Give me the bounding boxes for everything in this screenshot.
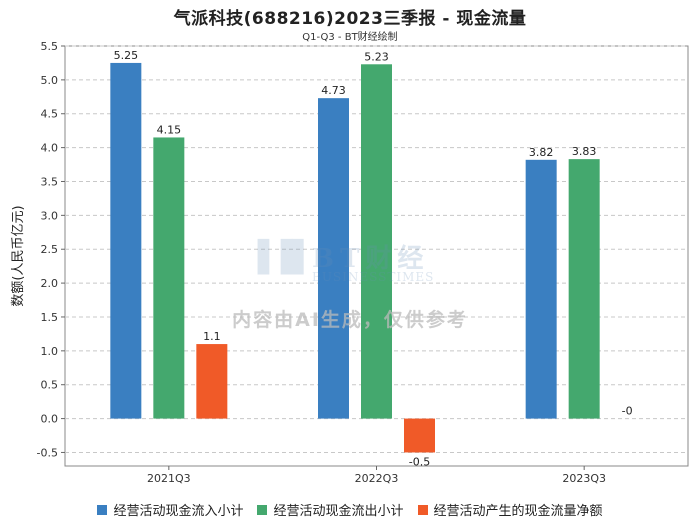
chart-canvas: -0.5 0.0 0.5 1.0 1.5 2.0 2.5 3.0 3.5 4.0 4.5 5.0 5.5… xyxy=(11,40,689,485)
legend-item: 经营活动产生的现金流量净额 xyxy=(417,500,603,519)
legend-item: 经营活动现金流出小计 xyxy=(257,500,404,519)
bar xyxy=(361,64,392,419)
x-tick-label: 2021Q3 xyxy=(147,472,191,485)
legend-swatch xyxy=(257,504,268,515)
y-tick-label: 5.5 xyxy=(41,40,59,53)
bar-value-label: -0.5 xyxy=(409,455,430,468)
chart-subtitle: Q1-Q3 - BT财经绘制 xyxy=(302,32,398,43)
legend-swatch xyxy=(97,504,108,515)
bar xyxy=(110,62,142,419)
bar-value-label: -0 xyxy=(622,405,633,418)
y-axis-label: 数额(人民币亿元) xyxy=(11,205,26,306)
y-tick-label: 4.0 xyxy=(41,142,59,155)
y-tick-label: 3.5 xyxy=(41,175,59,188)
bar xyxy=(568,159,600,419)
bar xyxy=(404,418,435,453)
bar-value-label: 5.25 xyxy=(114,49,139,62)
x-tick-label: 2023Q3 xyxy=(562,472,606,485)
ai-disclaimer-watermark: 内容由AI生成，仅供参考 xyxy=(232,309,468,331)
bar xyxy=(196,344,228,419)
bar xyxy=(525,159,557,419)
x-tick-label: 2022Q3 xyxy=(355,472,399,485)
y-tick-label: 4.5 xyxy=(41,108,59,121)
y-tick-label: 1.0 xyxy=(41,345,59,358)
legend-item: 经营活动现金流入小计 xyxy=(97,500,243,519)
y-tick-label: -0.5 xyxy=(37,446,58,459)
y-tick-label: 3.0 xyxy=(41,209,59,222)
bar-value-label: 3.82 xyxy=(529,146,554,159)
y-tick-label: 1.5 xyxy=(41,311,59,324)
bar-value-label: 1.1 xyxy=(203,330,221,343)
y-tick-label: 2.5 xyxy=(41,243,59,256)
bar-value-label: 4.15 xyxy=(157,123,182,136)
legend-label: 经营活动产生的现金流量净额 xyxy=(433,504,603,519)
bar xyxy=(153,137,185,419)
bar-value-label: 5.23 xyxy=(364,50,389,63)
bar-value-label: 4.73 xyxy=(321,84,346,97)
y-tick-label: 2.0 xyxy=(41,277,59,290)
chart-title: 气派科技(688216)2023三季报 - 现金流量 xyxy=(173,9,527,29)
y-tick-label: 0.0 xyxy=(41,413,59,426)
legend-swatch xyxy=(417,504,428,515)
bar-value-label: 3.83 xyxy=(572,145,597,158)
y-tick-label: 5.0 xyxy=(41,74,59,87)
chart-legend: 经营活动现金流入小计 经营活动现金流出小计 经营活动产生的现金流量净额 xyxy=(0,500,700,519)
y-tick-label: 0.5 xyxy=(41,379,59,392)
bar xyxy=(318,98,349,419)
legend-label: 经营活动现金流出小计 xyxy=(273,504,404,519)
legend-label: 经营活动现金流入小计 xyxy=(113,504,244,519)
